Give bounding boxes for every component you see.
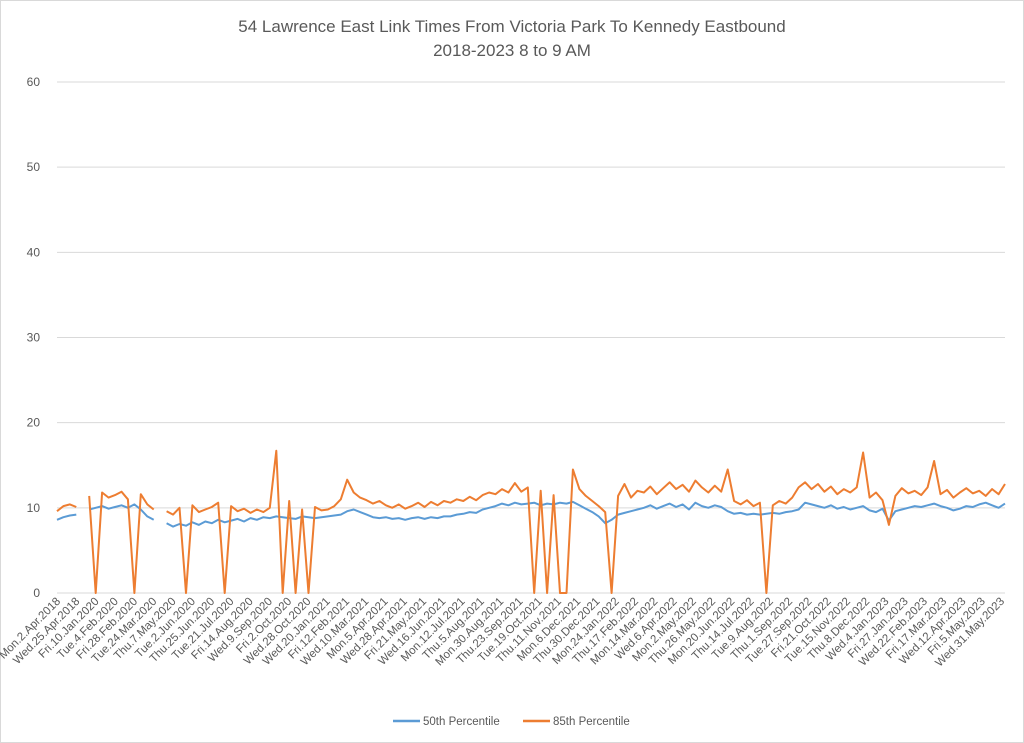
y-tick-label: 60 xyxy=(27,75,41,89)
series-line-85th-percentile xyxy=(56,449,1006,594)
legend: 50th Percentile 85th Percentile xyxy=(393,716,630,728)
legend-label-85th: 85th Percentile xyxy=(553,716,630,728)
y-tick-label: 30 xyxy=(27,331,41,345)
chart-title-line-1: 54 Lawrence East Link Times From Victori… xyxy=(238,17,785,36)
y-tick-label: 20 xyxy=(27,416,41,430)
y-tick-label: 10 xyxy=(27,501,41,515)
series-line-50th-percentile xyxy=(56,500,1006,528)
y-tick-label: 50 xyxy=(27,160,41,174)
legend-label-50th: 50th Percentile xyxy=(423,716,500,728)
y-tick-label: 0 xyxy=(33,586,40,600)
chart-title-line-2: 2018-2023 8 to 9 AM xyxy=(433,41,591,60)
y-tick-label: 40 xyxy=(27,245,41,259)
